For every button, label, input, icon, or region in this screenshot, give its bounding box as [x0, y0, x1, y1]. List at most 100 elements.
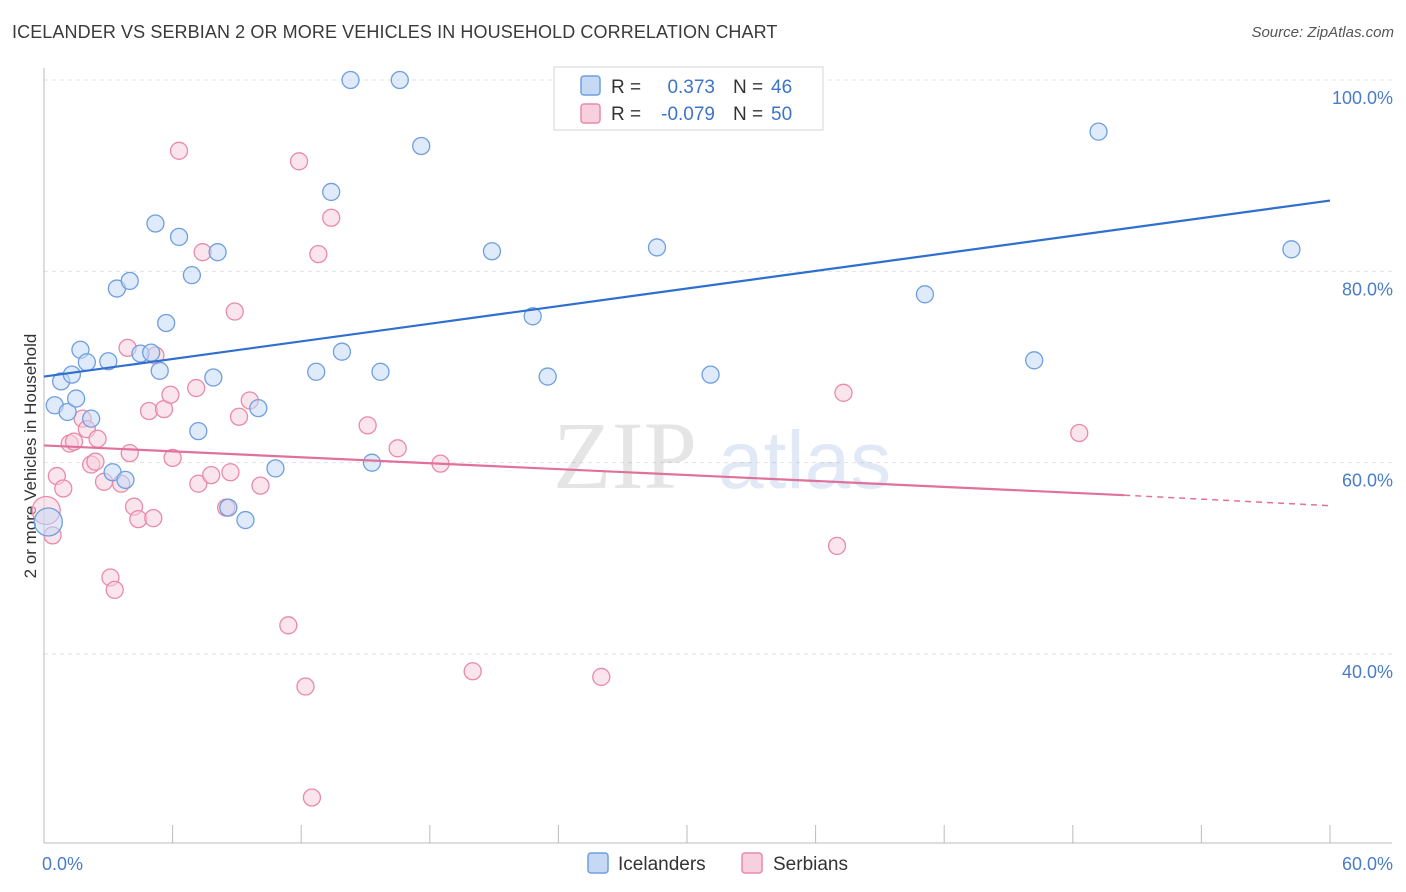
icelanders-point-31	[341, 70, 360, 90]
icelanders-point-39	[647, 238, 667, 257]
icelanders-point-25	[236, 510, 255, 530]
y-tick-label-80: 80.0%	[1342, 279, 1393, 299]
serbians-point-19	[139, 401, 159, 421]
y-tick-label-40: 40.0%	[1342, 662, 1393, 682]
icelanders-point-18	[157, 313, 176, 333]
icelanders-point-43	[1089, 122, 1108, 141]
icelanders-point-5	[67, 389, 86, 408]
stats-n-value-serbians: 50	[771, 104, 792, 125]
chart-title: ICELANDER VS SERBIAN 2 OR MORE VEHICLES …	[12, 22, 778, 42]
serbians-point-31	[221, 463, 240, 482]
serbians-trend-extension	[1124, 494, 1331, 507]
legend-label-serbians: Serbians	[773, 854, 848, 875]
icelanders-point-34	[390, 70, 409, 90]
icelanders-point-15	[142, 343, 161, 362]
serbians-point-48	[834, 383, 853, 402]
serbians-point-24	[163, 448, 182, 468]
icelanders-point-41	[915, 285, 935, 304]
stats-r-value-serbians: -0.079	[661, 104, 715, 125]
y-tick-label-60: 60.0%	[1342, 471, 1393, 491]
serbians-point-47	[827, 536, 847, 556]
icelanders-point-24	[219, 498, 238, 517]
legend-swatch-serbians	[741, 852, 763, 874]
icelanders-point-30	[332, 342, 352, 361]
serbians-point-42	[358, 416, 377, 435]
icelanders-point-32	[362, 453, 382, 472]
serbians-point-26	[187, 378, 206, 398]
serbians-point-45	[463, 662, 482, 681]
grid-lines	[44, 79, 1392, 655]
serbians-point-49	[1070, 423, 1089, 443]
serbians-point-46	[592, 667, 611, 687]
icelanders-point-27	[266, 459, 285, 478]
stats-r-label-serbians: R =	[611, 104, 641, 125]
icelanders-point-44	[1282, 240, 1301, 259]
icelanders-point-42	[1025, 351, 1044, 370]
icelanders-point-3	[58, 402, 77, 422]
trend-lines	[43, 199, 1331, 507]
series-legend: Icelanders Serbians	[587, 852, 848, 875]
icelanders-point-33	[371, 362, 390, 381]
icelanders-point-37	[523, 307, 542, 326]
y-tick-labels: 40.0% 60.0% 80.0% 100.0%	[1332, 88, 1393, 682]
icelanders-point-16	[146, 214, 165, 233]
x-axis-ticks	[43, 825, 1331, 843]
icelanders-point-17	[150, 361, 169, 380]
icelanders-point-21	[189, 421, 208, 441]
serbians-point-13	[105, 580, 124, 600]
serbians-point-20	[144, 509, 163, 528]
icelanders-point-9	[99, 352, 118, 371]
serbians-point-9	[86, 452, 105, 471]
x-tick-label-min: 0.0%	[42, 854, 83, 874]
icelanders-point-29	[322, 182, 341, 202]
serbians-point-35	[251, 476, 270, 495]
serbians-point-38	[296, 677, 315, 696]
serbians-point-10	[88, 429, 107, 448]
icelanders-points	[33, 70, 1301, 537]
icelanders-point-0	[33, 507, 63, 537]
icelanders-point-8	[82, 409, 101, 428]
icelanders-point-28	[307, 362, 326, 381]
icelanders-point-23	[208, 243, 227, 262]
icelanders-point-7	[77, 353, 97, 372]
y-tick-label-100: 100.0%	[1332, 88, 1393, 108]
x-tick-label-max: 60.0%	[1342, 854, 1393, 874]
icelanders-point-35	[412, 136, 431, 156]
icelanders-point-12	[116, 470, 135, 490]
stats-n-value-icelanders: 46	[771, 77, 792, 98]
stats-legend-swatch-icelanders	[580, 75, 601, 96]
watermark: ZIP atlas	[553, 402, 891, 509]
serbians-point-40	[309, 244, 328, 264]
icelanders-point-36	[482, 242, 502, 261]
serbians-point-3	[54, 479, 73, 498]
legend-swatch-icelanders	[587, 852, 609, 874]
icelanders-point-26	[249, 398, 268, 418]
stats-legend-swatch-serbians	[580, 103, 601, 124]
icelanders-point-40	[701, 365, 720, 384]
stats-n-label-icelanders: N =	[733, 77, 763, 98]
legend-label-icelanders: Icelanders	[618, 854, 706, 875]
icelanders-point-38	[538, 367, 557, 386]
stats-n-label-serbians: N =	[733, 104, 763, 125]
serbians-point-33	[229, 407, 249, 426]
serbians-point-41	[322, 208, 341, 227]
serbians-point-32	[225, 302, 244, 321]
serbians-point-37	[289, 152, 309, 171]
chart-source: Source: ZipAtlas.com	[1251, 24, 1394, 41]
stats-legend: R = 0.373 N = 46 R = -0.079 N = 50	[553, 66, 824, 131]
serbians-point-29	[202, 465, 221, 485]
y-axis-label: 2 or more Vehicles in Household	[21, 334, 40, 579]
watermark-atlas: atlas	[718, 415, 891, 506]
serbians-point-16	[120, 443, 139, 463]
icelanders-point-19	[169, 227, 189, 247]
serbians-trend-line	[43, 444, 1125, 497]
icelanders-trend-line	[43, 199, 1331, 378]
icelanders-point-20	[182, 266, 202, 285]
icelanders-point-13	[120, 271, 139, 291]
serbians-point-23	[161, 385, 180, 404]
serbians-point-39	[302, 788, 322, 807]
stats-r-label-icelanders: R =	[611, 77, 641, 98]
serbians-point-43	[388, 439, 407, 458]
stats-r-value-icelanders: 0.373	[667, 77, 715, 98]
